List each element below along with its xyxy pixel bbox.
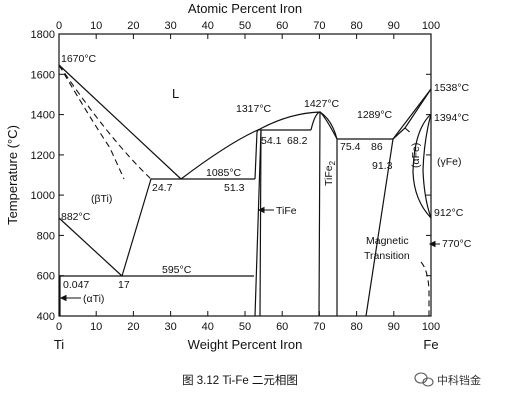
x-tick-label: 20 [127, 321, 139, 333]
right-element-label: Fe [423, 337, 438, 352]
y-tick-label: 600 [37, 271, 55, 283]
alpha-fe-lower [365, 138, 394, 317]
label-75-4: 75.4 [340, 141, 361, 153]
label-595: 595°C [162, 264, 192, 276]
alpha-ti-arrow [59, 294, 81, 302]
label-alpha-fe: (αFe) [410, 143, 422, 168]
label-tife2-main: TiFe [323, 165, 335, 186]
label-68-2: 68.2 [287, 135, 308, 147]
x-tick-labels: 0 10 20 30 40 50 60 70 80 90 100 [56, 321, 440, 333]
label-770: 770°C [442, 238, 472, 250]
x-tick-label: 60 [276, 321, 288, 333]
top-tick-label: 90 [388, 20, 400, 32]
dashed-solidus [58, 64, 152, 180]
label-24-7: 24.7 [152, 182, 173, 194]
watermark: 中科铛金 [414, 372, 481, 387]
label-tife2: TiFe2 [323, 160, 337, 186]
x-tick-label: 80 [350, 321, 362, 333]
top-tick-labels: 0 10 20 30 40 50 60 70 80 90 100 [56, 20, 440, 32]
y-tick-label: 1600 [31, 69, 55, 81]
x-tick-label: 0 [56, 321, 62, 333]
label-tife2-sub: 2 [328, 160, 337, 165]
label-86: 86 [371, 141, 383, 153]
y-tick-label: 1000 [31, 190, 55, 202]
x-tick-label: 100 [422, 321, 440, 333]
y-axis-title: Temperature (°C) [5, 125, 20, 225]
x-axis-title: Weight Percent Iron [188, 337, 303, 352]
y-tick-labels: 1800 1600 1400 1200 1000 800 600 400 [31, 29, 55, 323]
x-tick-label: 70 [313, 321, 325, 333]
label-fe-melt: 1538°C [434, 82, 470, 94]
top-tick-label: 100 [422, 20, 440, 32]
tick-marks [58, 33, 432, 317]
top-tick-label: 10 [90, 20, 102, 32]
label-54-1: 54.1 [261, 135, 282, 147]
x-tick-label: 10 [90, 321, 102, 333]
gamma-loop-inner [422, 113, 432, 219]
label-0047: 0.047 [63, 279, 89, 291]
tife-left [254, 129, 262, 317]
y-tick-label: 1800 [31, 29, 55, 41]
tife-arrow [257, 206, 274, 214]
top-tick-label: 60 [276, 20, 288, 32]
dashed-magnetic [420, 261, 430, 316]
plot-frame [58, 33, 432, 317]
label-liquid: L [172, 86, 179, 101]
t770-arrow [428, 240, 440, 248]
label-gamma-fe: (γFe) [437, 156, 462, 168]
label-ti-melt: 1670°C [61, 53, 97, 65]
dashed-liquidus [58, 64, 125, 180]
tife2-left [310, 111, 321, 317]
figure-caption: 图 3.12 Ti-Fe 二元相图 [182, 374, 298, 387]
label-transition: Transition [364, 250, 410, 262]
dashed-fe [404, 127, 413, 135]
gamma-loop [412, 113, 432, 219]
top-tick-label: 80 [350, 20, 362, 32]
x-tick-label: 50 [239, 321, 251, 333]
label-51-3: 51.3 [224, 182, 245, 194]
beta-ti-solvus-left [58, 217, 123, 277]
label-882: 882°C [61, 211, 91, 223]
label-beta-ti: (βTi) [91, 193, 112, 205]
top-tick-label: 40 [202, 20, 214, 32]
x-tick-label: 30 [164, 321, 176, 333]
top-tick-label: 30 [164, 20, 176, 32]
label-1394: 1394°C [434, 112, 470, 124]
phase-lines [58, 64, 432, 317]
label-1289: 1289°C [357, 109, 393, 121]
label-alpha-ti: (αTi) [83, 293, 104, 305]
dashed-lines [58, 64, 430, 316]
label-tife: TiFe [276, 205, 297, 217]
label-1427: 1427°C [304, 98, 340, 110]
top-tick-label: 50 [239, 20, 251, 32]
y-tick-label: 400 [37, 311, 55, 323]
tife-right [259, 129, 262, 317]
label-1085: 1085°C [206, 167, 242, 179]
label-1317: 1317°C [236, 103, 272, 115]
left-element-label: Ti [54, 337, 64, 352]
top-axis-title: Atomic Percent Iron [188, 1, 302, 16]
liquidus-dome [180, 111, 321, 180]
y-tick-label: 1400 [31, 110, 55, 122]
y-tick-label: 800 [37, 230, 55, 242]
x-tick-label: 90 [388, 321, 400, 333]
liquidus-fe [392, 88, 432, 140]
top-tick-label: 20 [127, 20, 139, 32]
label-912: 912°C [434, 207, 464, 219]
label-magnetic: Magnetic [366, 235, 409, 247]
x-tick-label: 40 [202, 321, 214, 333]
watermark-text: 中科铛金 [437, 373, 481, 387]
top-tick-label: 0 [56, 20, 62, 32]
wechat-icon [414, 372, 434, 387]
label-91-3: 91.3 [372, 160, 393, 172]
label-17: 17 [118, 279, 130, 291]
top-tick-label: 70 [313, 20, 325, 32]
tife2-right [319, 111, 338, 316]
y-tick-label: 1200 [31, 150, 55, 162]
liquidus-left [58, 64, 182, 180]
beta-ti-solvus-right [121, 178, 152, 277]
